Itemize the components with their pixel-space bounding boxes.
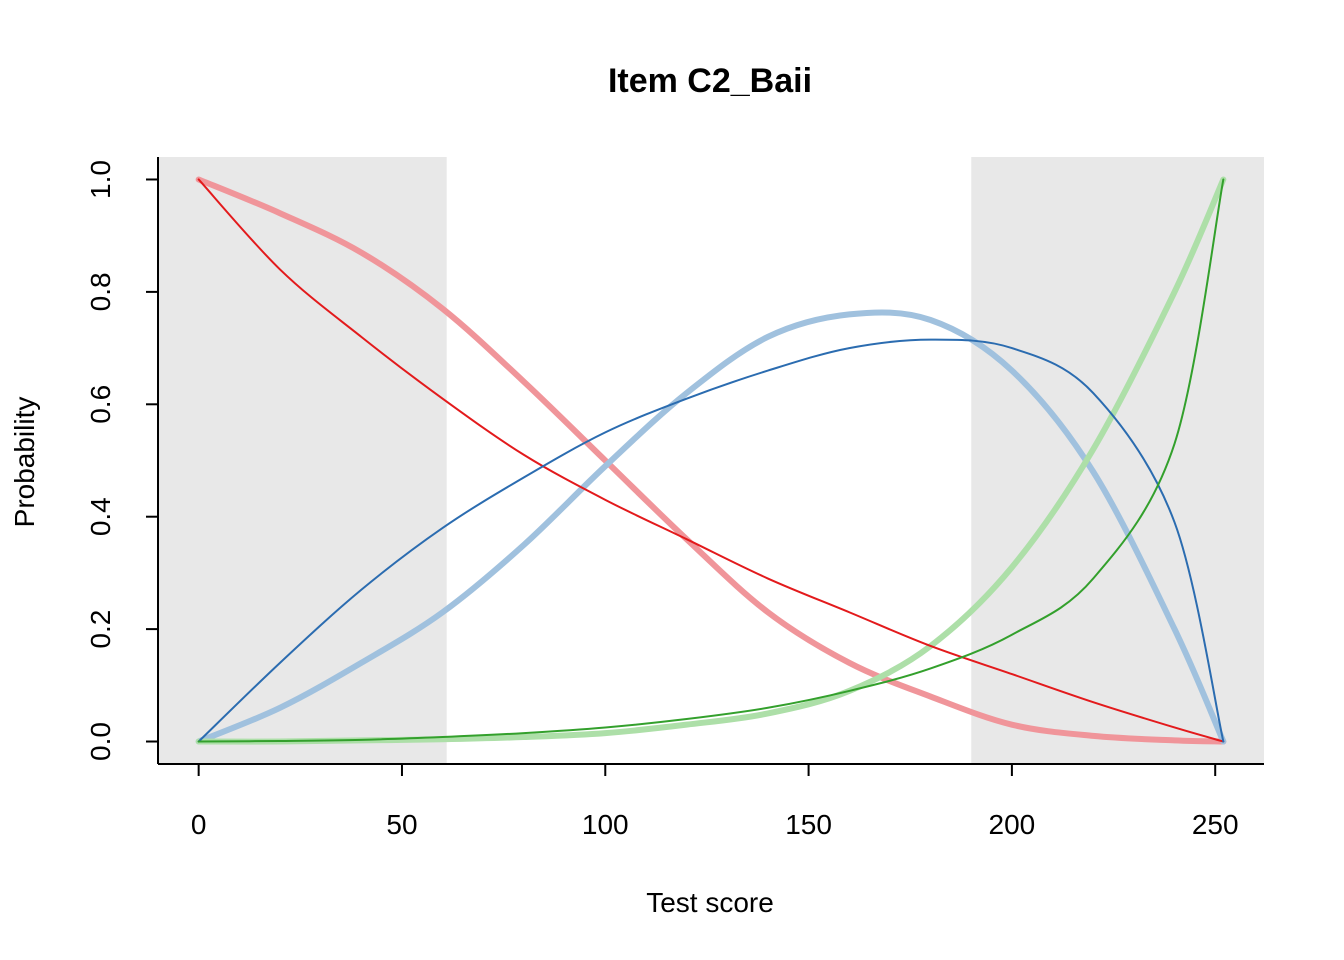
axes: 0 50 100 150 200 250 0.0 0.2 0.4 0.6 0.8 1.0 xyxy=(85,157,1264,840)
x-tick-label-2: 100 xyxy=(582,809,629,840)
thick-curve-1 xyxy=(195,309,1227,745)
chart-title: Item C2_Baii xyxy=(608,62,812,100)
thin-curve-3 xyxy=(197,178,1225,743)
y-tick-label-2: 0.4 xyxy=(85,497,116,536)
shaded-regions xyxy=(158,157,1264,764)
y-tick-label-5: 1.0 xyxy=(85,160,116,199)
shaded-region-0 xyxy=(158,157,447,764)
x-tick-label-4: 200 xyxy=(989,809,1036,840)
x-tick-label-1: 50 xyxy=(386,809,417,840)
y-tick-label-0: 0.0 xyxy=(85,722,116,761)
x-tick-label-3: 150 xyxy=(785,809,832,840)
y-tick-label-4: 0.8 xyxy=(85,272,116,311)
y-tick-label-1: 0.2 xyxy=(85,610,116,649)
x-tick-label-5: 250 xyxy=(1192,809,1239,840)
y-axis-title: Probability xyxy=(9,397,40,528)
shaded-region-1 xyxy=(971,157,1264,764)
x-axis-title: Test score xyxy=(646,887,774,918)
x-tick-label-0: 0 xyxy=(191,809,207,840)
y-tick-label-3: 0.6 xyxy=(85,385,116,424)
thin-curve-5 xyxy=(197,178,1225,743)
thin-series-group xyxy=(197,178,1225,743)
thick-curve-0 xyxy=(195,176,1227,745)
thin-curve-4 xyxy=(197,338,1225,743)
